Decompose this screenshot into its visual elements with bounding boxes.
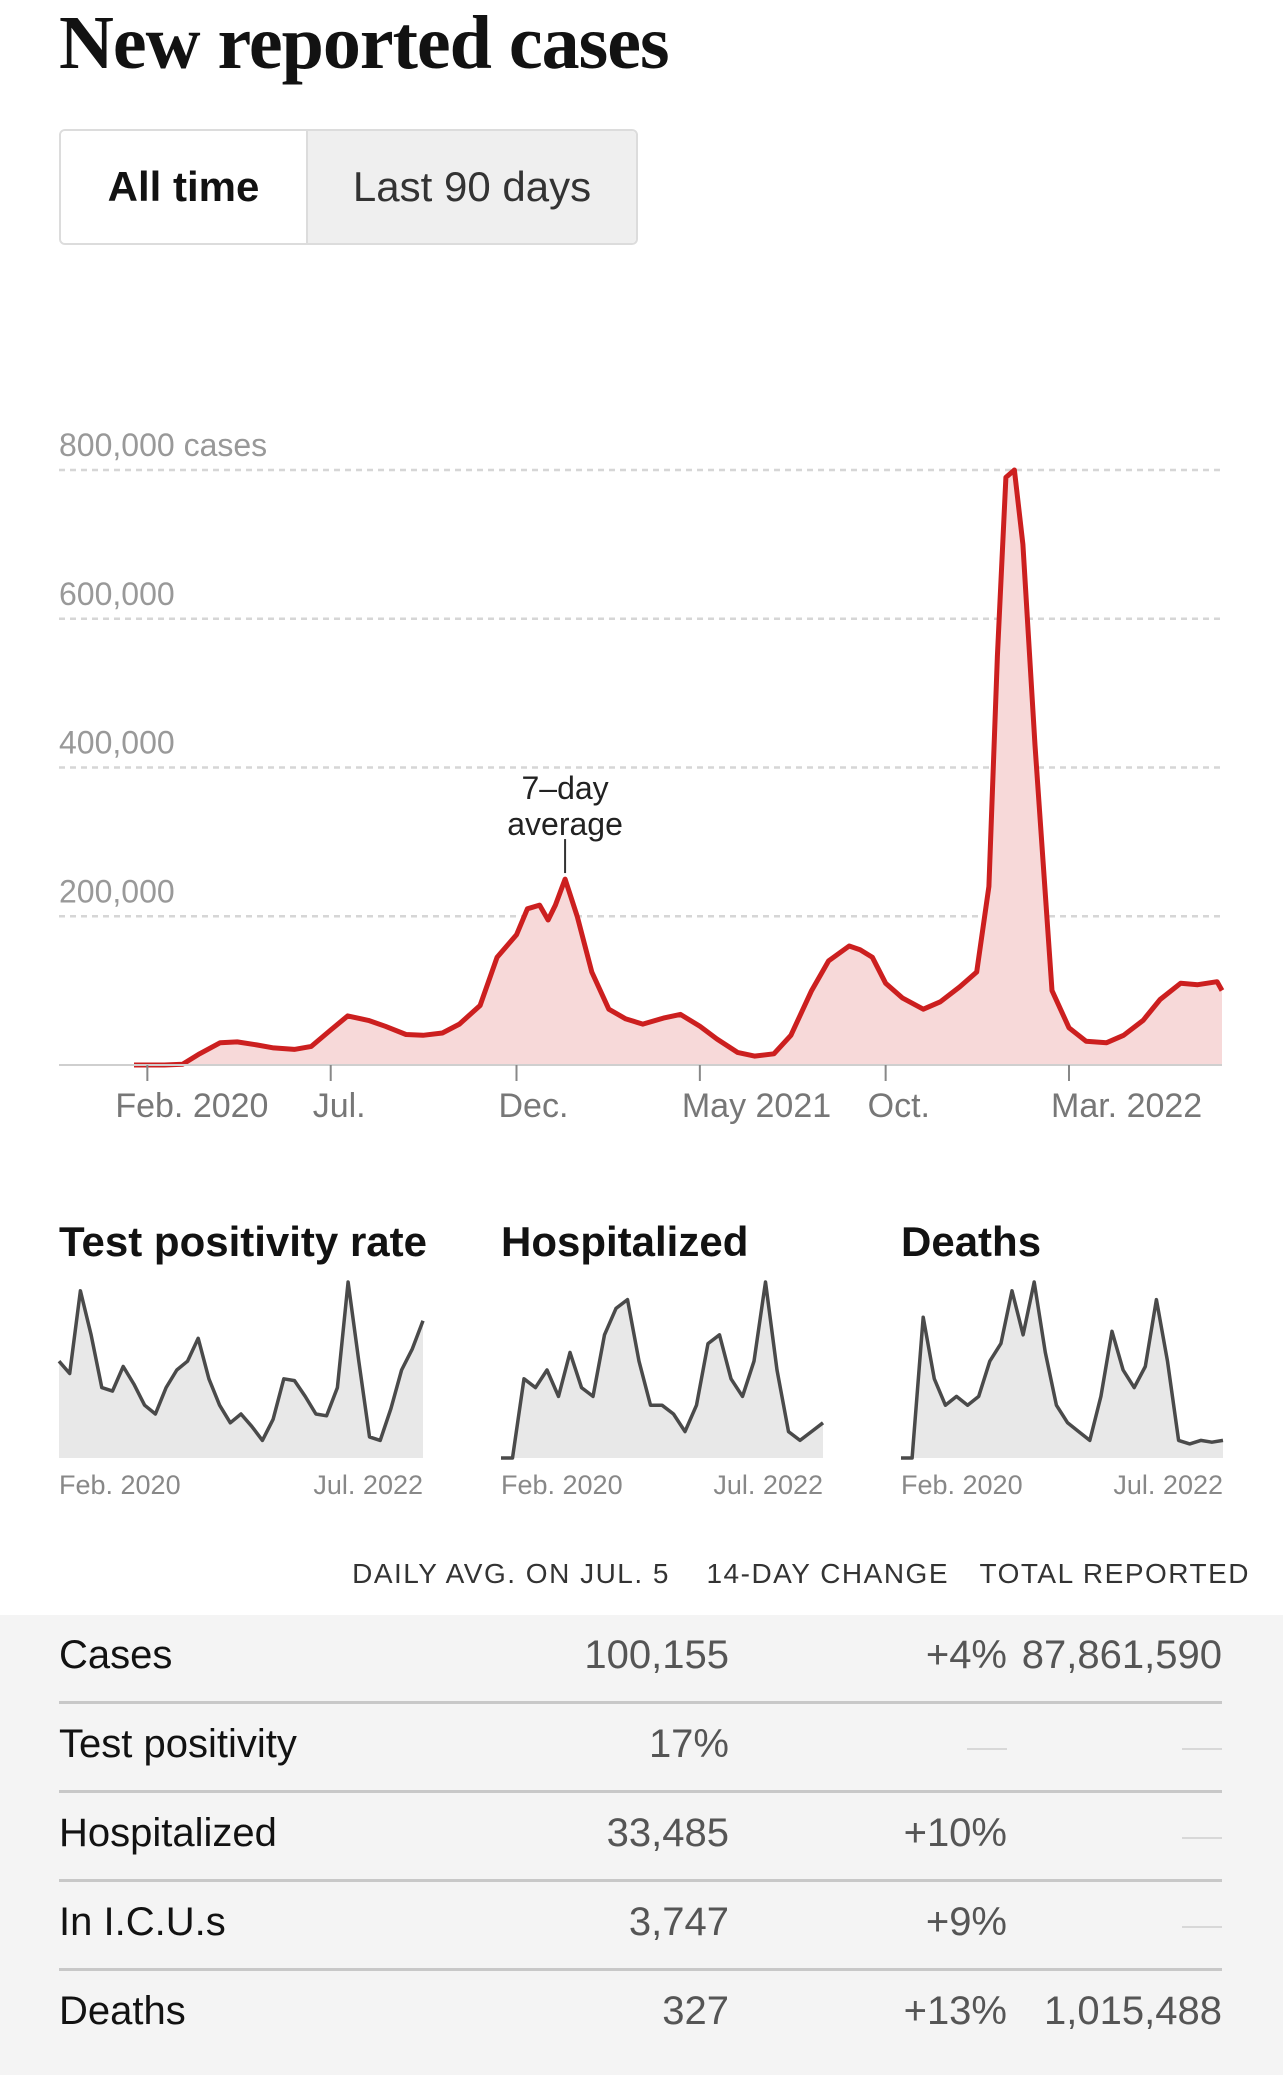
header-daily-avg: DAILY AVG. ON JUL. 5	[352, 1558, 670, 1589]
annotation-label: 7–day	[521, 770, 608, 806]
sparkline-line	[501, 1280, 825, 1460]
sparkline-line	[901, 1280, 1224, 1460]
no-data-dash	[1182, 1837, 1222, 1839]
sparkline-start-label: Feb. 2020	[501, 1470, 623, 1500]
hospitalized-sparkline: Feb. 2020 Jul. 2022	[501, 1280, 825, 1500]
row-change-value: +4%	[925, 1633, 1007, 1677]
row-label: Test positivity	[59, 1722, 297, 1766]
row-avg-value: 17%	[648, 1722, 729, 1766]
row-total-value: 1,015,488	[1044, 1989, 1222, 2033]
x-tick-label: Oct.	[868, 1087, 930, 1125]
sparkline-area	[501, 1282, 823, 1458]
row-avg-value: 100,155	[584, 1633, 729, 1677]
table-row-hospitalized: Hospitalized 33,485 +10%	[59, 1793, 1222, 1882]
sparkline-start-label: Feb. 2020	[59, 1470, 181, 1500]
sparkline-area	[901, 1282, 1223, 1458]
row-avg-value: 327	[662, 1989, 729, 2033]
summary-table: Cases 100,155 +4% 87,861,590 Test positivity…	[0, 1615, 1283, 2075]
table-row-cases: Cases 100,155 +4% 87,861,590	[59, 1615, 1222, 1704]
sparkline-end-label: Jul. 2022	[313, 1470, 423, 1500]
sparkline-line	[57, 1280, 425, 1443]
row-avg-value: 33,485	[606, 1811, 729, 1855]
cases-area	[134, 470, 1222, 1065]
row-avg-value: 3,747	[628, 1900, 729, 1944]
y-tick-label: 400,000	[59, 725, 175, 761]
mini-title-deaths: Deaths	[901, 1218, 1042, 1265]
test-positivity-sparkline: Feb. 2020 Jul. 2022	[57, 1280, 425, 1500]
y-tick-label: 600,000	[59, 576, 175, 612]
row-total-value: 87,861,590	[1021, 1633, 1222, 1677]
row-change-value: +9%	[925, 1900, 1007, 1944]
page-title: New reported cases	[59, 1, 670, 85]
no-data-dash	[967, 1748, 1007, 1750]
row-label: Hospitalized	[59, 1811, 277, 1855]
sparkline-start-label: Feb. 2020	[901, 1470, 1023, 1500]
cases-line	[134, 467, 1225, 1068]
y-tick-label: 200,000	[59, 873, 175, 909]
table-row-icus: In I.C.U.s 3,747 +9%	[59, 1882, 1222, 1971]
sparkline-end-label: Jul. 2022	[1113, 1470, 1223, 1500]
no-data-dash	[1182, 1926, 1222, 1928]
row-label: Deaths	[59, 1989, 186, 2033]
y-tick-label: 800,000 cases	[59, 427, 267, 463]
row-change-value: +10%	[903, 1811, 1007, 1855]
mini-title-test-positivity: Test positivity rate	[59, 1218, 427, 1265]
x-tick-label: Jul.	[313, 1087, 366, 1125]
no-data-dash	[1182, 1748, 1222, 1750]
table-row-deaths: Deaths 327 +13% 1,015,488	[59, 1971, 1222, 2060]
last-90-days-button[interactable]: Last 90 days	[308, 131, 636, 243]
sparkline-end-label: Jul. 2022	[713, 1470, 823, 1500]
x-tick-label: Dec.	[499, 1087, 569, 1125]
row-label: Cases	[59, 1633, 173, 1677]
row-label: In I.C.U.s	[59, 1900, 226, 1944]
table-row-test-positivity: Test positivity 17%	[59, 1704, 1222, 1793]
x-tick-label: Mar. 2022	[1051, 1087, 1202, 1125]
time-range-toggle[interactable]: All time Last 90 days	[59, 129, 638, 245]
row-change-value: +13%	[903, 1989, 1007, 2033]
annotation-label: average	[507, 806, 623, 842]
x-tick-label: May 2021	[682, 1087, 831, 1125]
cases-chart: 200,000 400,000 600,000 800,000 cases Feb. 2…	[59, 427, 1225, 1125]
header-14-day-change: 14-DAY CHANGE	[706, 1558, 949, 1589]
deaths-sparkline: Feb. 2020 Jul. 2022	[901, 1280, 1224, 1500]
mini-title-hospitalized: Hospitalized	[501, 1218, 749, 1265]
all-time-button[interactable]: All time	[61, 131, 308, 243]
x-tick-label: Feb. 2020	[115, 1087, 268, 1125]
header-total-reported: TOTAL REPORTED	[979, 1558, 1250, 1589]
sparkline-area	[59, 1282, 423, 1458]
